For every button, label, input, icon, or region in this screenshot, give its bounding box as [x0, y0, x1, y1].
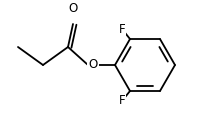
Text: O: O: [88, 58, 98, 72]
Text: O: O: [68, 2, 78, 15]
Text: F: F: [119, 22, 125, 35]
Text: F: F: [119, 95, 125, 108]
